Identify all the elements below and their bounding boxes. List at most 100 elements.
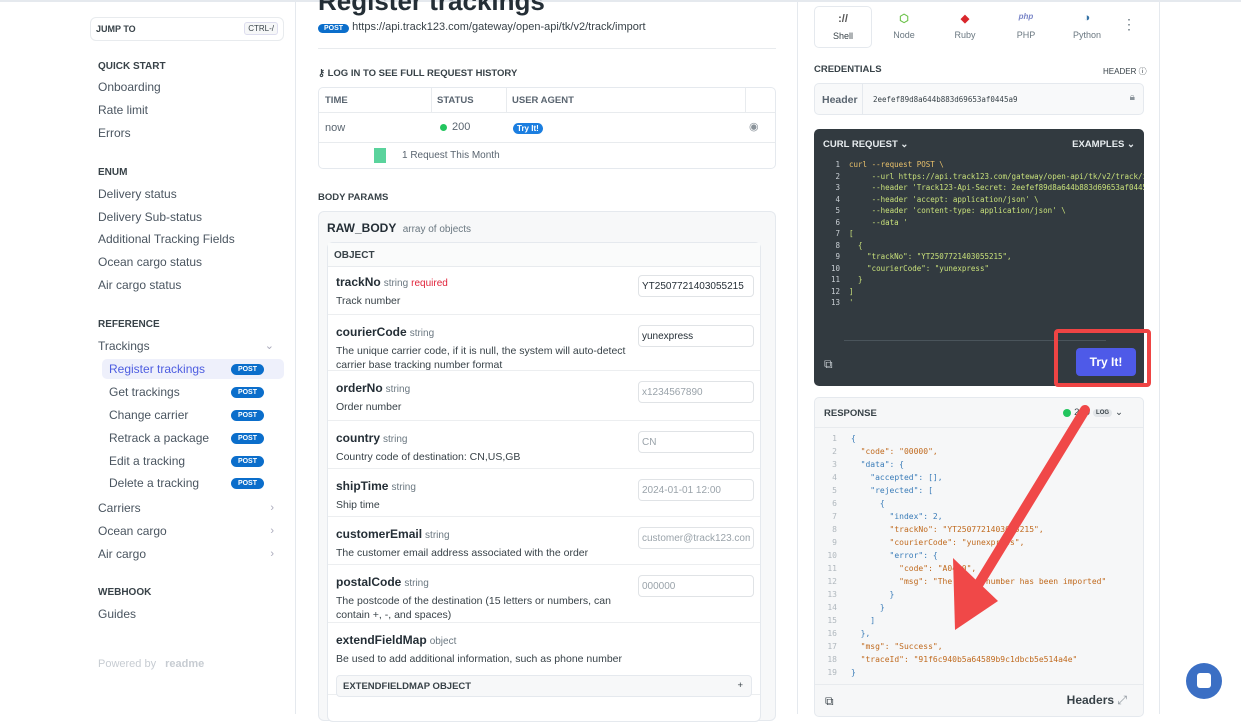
more-languages-icon[interactable]: ⋮ (1122, 16, 1136, 32)
response-line: 1{ (815, 432, 1143, 445)
param-name: customerEmail (336, 527, 423, 541)
sidebar-item-trackings[interactable]: Trackings ⌄ (98, 336, 282, 356)
line-number: 14 (827, 603, 837, 612)
sidebar-item-get-trackings[interactable]: Get trackings POST (102, 382, 284, 402)
status-code: 200 (1074, 407, 1091, 418)
sidebar-item-delivery-status[interactable]: Delivery status (98, 187, 177, 201)
section-reference: REFERENCE (98, 319, 160, 330)
credential-value[interactable]: 2eefef89d8a644b883d69653af0445a9 (873, 95, 1018, 104)
sidebar-item-air-cargo[interactable]: Air cargo › (98, 544, 282, 564)
credential-header-label: Header (815, 84, 863, 114)
page-title: Register trackings (318, 0, 545, 16)
divider (318, 48, 776, 49)
curl-request-dropdown[interactable]: CURL REQUEST ⌄ (823, 139, 908, 150)
response-text: "data": { (851, 460, 904, 469)
status-dot-icon (440, 124, 447, 131)
sidebar-item-ocean-cargo[interactable]: Ocean cargo › (98, 521, 282, 541)
code-text: --header 'accept: application/json' \ (849, 194, 1039, 204)
sidebar-item-ocean-cargo-status[interactable]: Ocean cargo status (98, 255, 203, 269)
line-number: 6 (832, 499, 837, 508)
response-line: 19} (815, 666, 1143, 679)
code-text: --header 'content-type: application/json… (849, 206, 1066, 215)
object-header: OBJECT🗑− (328, 243, 760, 291)
param-name: postalCode (336, 575, 402, 589)
response-line: 12 "msg": "The order number has been imp… (815, 575, 1143, 588)
tab-ruby[interactable]: ◆ Ruby (936, 6, 994, 48)
response-text: "trackNo": "YT2507721403055215", (851, 525, 1044, 534)
sidebar-item-onboarding[interactable]: Onboarding (98, 80, 161, 94)
code-line: 8 { (814, 240, 1144, 252)
headers-toggle[interactable]: Headers ⤢ (1067, 693, 1127, 708)
sidebar-item-errors[interactable]: Errors (98, 126, 131, 140)
country-input[interactable] (638, 431, 754, 453)
credential-field[interactable]: Header 2eefef89d8a644b883d69653af0445a9 … (814, 83, 1144, 115)
sidebar-item-register-trackings[interactable]: Register trackings POST (102, 359, 284, 379)
tab-php[interactable]: php PHP (997, 6, 1055, 48)
powered-by[interactable]: Powered by readme (98, 658, 204, 670)
response-line: 10 "error": { (815, 549, 1143, 562)
tab-label: Python (1072, 30, 1102, 40)
line-number: 13 (830, 298, 840, 307)
sidebar-item-rate-limit[interactable]: Rate limit (98, 103, 149, 117)
code-text: curl --request POST \ (849, 160, 944, 169)
sidebar-item-carriers[interactable]: Carriers › (98, 498, 282, 518)
tab-node[interactable]: ⬡ Node (875, 6, 933, 48)
sidebar-item-delete-tracking[interactable]: Delete a tracking POST (102, 473, 284, 493)
response-line: 17 "msg": "Success", (815, 640, 1143, 653)
required-label: required (411, 278, 448, 289)
postalCode-input[interactable] (638, 575, 754, 597)
param-type: string (391, 482, 416, 493)
code-text: } (849, 275, 863, 284)
examples-dropdown[interactable]: EXAMPLES ⌄ (1072, 139, 1135, 150)
line-number: 13 (827, 590, 837, 599)
sidebar-item-guides[interactable]: Guides (98, 607, 137, 621)
orderNo-input[interactable] (638, 381, 754, 403)
shipTime-input[interactable] (638, 479, 754, 501)
plus-icon: + (737, 680, 743, 691)
code-text: { (849, 240, 863, 250)
table-row[interactable] (319, 113, 775, 143)
sidebar-item-additional-fields[interactable]: Additional Tracking Fields (98, 232, 235, 246)
param-description: Order number (336, 401, 402, 413)
line-number: 5 (832, 486, 837, 495)
response-line: 14 } (815, 601, 1143, 614)
code-text: ] (849, 286, 854, 296)
status-dot-icon (1063, 408, 1072, 417)
param-name: trackNo (336, 275, 381, 289)
jump-to-search[interactable]: JUMP TO CTRL-/ (90, 17, 284, 41)
key-icon: ⚷ (318, 68, 328, 79)
eye-icon[interactable]: ◉ (749, 121, 759, 133)
param-description: Country code of destination: CN,US,GB (336, 451, 521, 463)
courierCode-input[interactable] (638, 325, 754, 347)
raw-body-type: array of objects (402, 224, 472, 235)
customerEmail-input[interactable] (638, 527, 754, 549)
sidebar-item-retrack[interactable]: Retrack a package POST (102, 428, 284, 448)
param-type: string (409, 328, 435, 339)
sidebar-item-change-carrier[interactable]: Change carrier POST (102, 405, 284, 425)
line-number: 2 (835, 171, 840, 181)
post-badge: POST (230, 387, 264, 398)
ruby-icon: ◆ (960, 13, 970, 25)
sidebar-item-edit-tracking[interactable]: Edit a tracking POST (102, 451, 284, 471)
sidebar-item-air-cargo-status[interactable]: Air cargo status (98, 278, 182, 292)
tab-python[interactable]: ◑ Python (1058, 6, 1116, 48)
shell-icon: :// (838, 13, 848, 25)
response-status[interactable]: 200 LOG ⌄ (1063, 407, 1123, 418)
code-line: 5 --header 'content-type: application/js… (814, 205, 1144, 217)
tab-shell[interactable]: :// Shell (814, 6, 872, 48)
try-it-button[interactable]: Try It! (1076, 348, 1136, 376)
history-title[interactable]: ⚷ LOG IN TO SEE FULL REQUEST HISTORY (318, 68, 517, 79)
trackNo-input[interactable] (638, 275, 754, 297)
sidebar-item-delivery-sub-status[interactable]: Delivery Sub-status (98, 210, 203, 224)
param-description: Ship time (336, 499, 380, 511)
sub-object-label: EXTENDFIELDMAP OBJECT (343, 681, 472, 692)
item-label: Carriers (98, 501, 141, 515)
extendfieldmap-object-toggle[interactable]: EXTENDFIELDMAP OBJECT + (336, 675, 752, 697)
copy-icon[interactable]: ⧉ (824, 357, 833, 371)
lock-icon: 🔒︎ (1129, 92, 1135, 103)
sidebar: JUMP TO CTRL-/ QUICK START Onboarding Rat… (80, 2, 296, 714)
header-info[interactable]: HEADER ⓘ (1103, 66, 1147, 77)
copy-icon[interactable]: ⧉ (825, 694, 834, 708)
param-description: The unique carrier code, if it is null, … (336, 345, 626, 371)
chat-launcher-button[interactable] (1186, 663, 1222, 699)
